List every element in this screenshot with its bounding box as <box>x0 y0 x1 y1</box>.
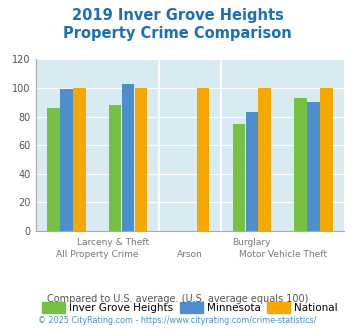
Bar <box>60 89 72 231</box>
Bar <box>258 88 271 231</box>
Text: 2019 Inver Grove Heights: 2019 Inver Grove Heights <box>72 8 283 23</box>
Text: All Property Crime: All Property Crime <box>56 250 138 259</box>
Text: Compared to U.S. average. (U.S. average equals 100): Compared to U.S. average. (U.S. average … <box>47 294 308 304</box>
Bar <box>73 88 86 231</box>
Text: Larceny & Theft: Larceny & Theft <box>77 238 149 247</box>
Bar <box>233 124 245 231</box>
Bar <box>307 102 320 231</box>
Bar <box>320 88 333 231</box>
Text: Property Crime Comparison: Property Crime Comparison <box>63 26 292 41</box>
Bar <box>122 84 134 231</box>
Bar <box>197 88 209 231</box>
Bar <box>135 88 147 231</box>
Text: Motor Vehicle Theft: Motor Vehicle Theft <box>239 250 327 259</box>
Text: Arson: Arson <box>177 250 203 259</box>
Text: Burglary: Burglary <box>233 238 271 247</box>
Bar <box>294 98 307 231</box>
Bar <box>47 108 60 231</box>
Bar <box>246 112 258 231</box>
Bar <box>109 105 121 231</box>
Legend: Inver Grove Heights, Minnesota, National: Inver Grove Heights, Minnesota, National <box>38 298 342 317</box>
Text: © 2025 CityRating.com - https://www.cityrating.com/crime-statistics/: © 2025 CityRating.com - https://www.city… <box>38 316 317 325</box>
